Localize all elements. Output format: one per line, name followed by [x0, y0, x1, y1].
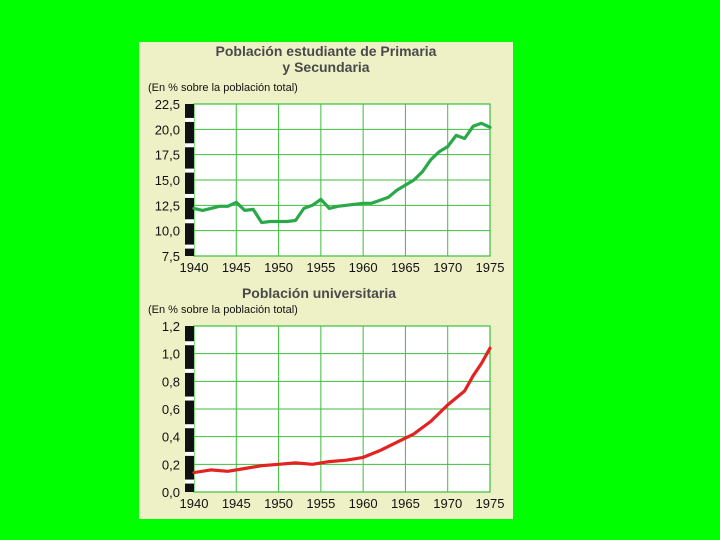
- bottom-chart-x-tick-label: 1940: [180, 496, 209, 511]
- bottom-chart-axis-bar-notch: [185, 451, 194, 456]
- top-chart-title-line2: y Secundaria: [282, 59, 369, 75]
- top-chart-y-tick-label: 10,0: [155, 224, 180, 239]
- bottom-chart-x-tick-label: 1950: [264, 496, 293, 511]
- top-chart-axis-break-bar: [185, 104, 194, 256]
- top-chart-x-tick-label: 1960: [349, 260, 378, 275]
- bottom-chart-y-tick-label: 0,0: [162, 485, 180, 500]
- top-chart-y-tick-label: 20,0: [155, 122, 180, 137]
- top-chart-axis-bar-fill: [185, 104, 194, 256]
- top-chart-x-tick-label: 1965: [391, 260, 420, 275]
- bottom-chart-x-tick-label: 1945: [222, 496, 251, 511]
- bottom-chart-y-tick-label: 1,2: [162, 319, 180, 334]
- top-chart-unit-label: (En % sobre la población total): [148, 82, 298, 94]
- top-chart-x-tick-label: 1950: [264, 260, 293, 275]
- top-chart-series-line: [192, 121, 492, 225]
- bottom-chart-axis-bar-notch: [185, 396, 194, 401]
- top-chart-x-tick-label: 1975: [476, 260, 505, 275]
- bottom-chart-y-tick-label: 1,0: [162, 347, 180, 362]
- top-chart-x-tick-label: 1945: [222, 260, 251, 275]
- bottom-chart-title: Población universitaria: [242, 285, 396, 301]
- top-chart-axis-bar-notch: [185, 244, 194, 249]
- top-chart-x-tick-label: 1970: [433, 260, 462, 275]
- bottom-chart-x-tick-label: 1960: [349, 496, 378, 511]
- top-chart-y-tick-label: 15,0: [155, 173, 180, 188]
- top-chart-axis-bar-notch: [185, 143, 194, 148]
- top-chart-y-tick-label: 7,5: [162, 249, 180, 264]
- top-chart-y-tick-label: 22,5: [155, 97, 180, 112]
- bottom-chart-y-tick-label: 0,6: [162, 402, 180, 417]
- bottom-chart-axis-bar-notch: [185, 479, 194, 484]
- bottom-chart-x-tick-label: 1965: [391, 496, 420, 511]
- top-chart: 1940 1945 1950 1955 1960 1965 1970 1975 22,5 20,0…: [155, 97, 505, 275]
- top-chart-y-tick-label: 12,5: [155, 198, 180, 213]
- bottom-chart-axis-bar-fill: [185, 326, 194, 492]
- top-chart-x-tick-label: 1940: [180, 260, 209, 275]
- top-chart-axis-bar-notch: [185, 219, 194, 224]
- bottom-chart-unit-label: (En % sobre la población total): [148, 304, 298, 316]
- bottom-chart-x-tick-label: 1955: [306, 496, 335, 511]
- bottom-chart-y-tick-label: 0,2: [162, 457, 180, 472]
- top-chart-x-tick-label: 1955: [306, 260, 335, 275]
- bottom-chart: 1940 1945 1950 1955 1960 1965 1970 1975 1,2 1,0 0,…: [162, 319, 505, 511]
- bottom-chart-axis-bar-notch: [185, 341, 194, 346]
- top-chart-axis-bar-notch: [185, 193, 194, 198]
- bottom-chart-x-tick-label: 1970: [433, 496, 462, 511]
- bottom-chart-axis-break-bar: [185, 326, 194, 492]
- bottom-chart-x-tick-label: 1975: [476, 496, 505, 511]
- bottom-chart-y-tick-label: 0,4: [162, 430, 180, 445]
- bottom-chart-y-tick-label: 0,8: [162, 374, 180, 389]
- chart-panel: Población estudiante de Primaria y Secun…: [139, 42, 513, 519]
- bottom-chart-axis-bar-notch: [185, 424, 194, 429]
- top-chart-y-tick-label: 17,5: [155, 148, 180, 163]
- top-chart-title-line1: Población estudiante de Primaria: [216, 43, 437, 59]
- top-chart-axis-bar-notch: [185, 168, 194, 173]
- bottom-chart-series-line: [192, 346, 492, 475]
- bottom-chart-axis-bar-notch: [185, 368, 194, 373]
- top-chart-axis-bar-notch: [185, 117, 194, 122]
- charts-svg: Población estudiante de Primaria y Secun…: [148, 43, 505, 511]
